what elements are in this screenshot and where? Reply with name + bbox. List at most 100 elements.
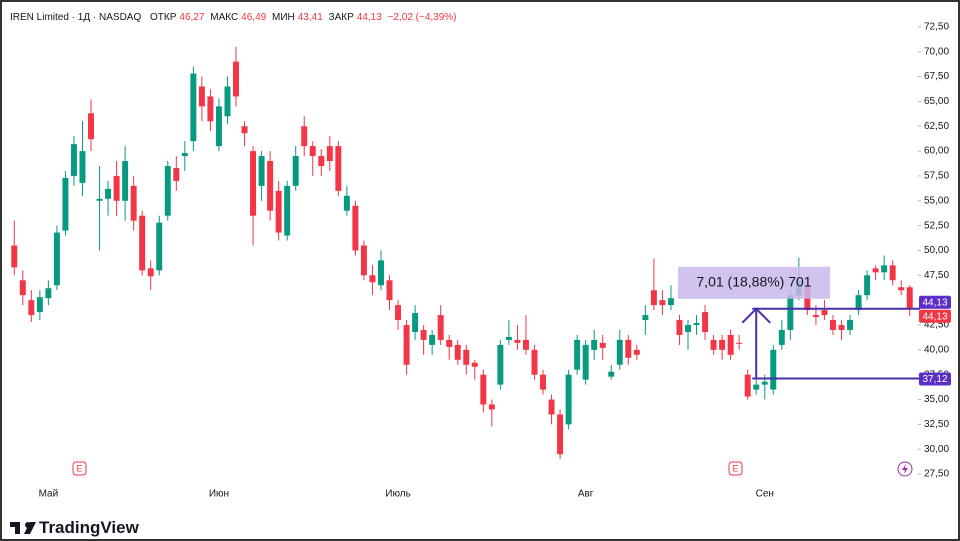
candle-body [770, 349, 777, 390]
event-marker[interactable]: E [728, 461, 743, 476]
y-tick-label: 35,00 [924, 394, 949, 405]
candle-body [429, 334, 436, 345]
candle-body [343, 195, 350, 211]
stat-label: МАКС [210, 12, 239, 23]
y-tick-label: 65,00 [924, 96, 949, 107]
candle-body [821, 310, 828, 316]
candle-body [548, 399, 555, 415]
candle-body [412, 313, 419, 332]
candle-body [241, 126, 248, 134]
candle-body [667, 298, 674, 306]
candle-body [309, 146, 316, 157]
stat-value: 46,49 [241, 12, 267, 23]
candle-body [838, 324, 845, 330]
price-tag [919, 295, 951, 309]
candle-body [28, 300, 35, 316]
price-tag-label: 44,13 [922, 311, 947, 322]
x-tick-label: Авг [578, 489, 594, 500]
candle-body [207, 96, 214, 122]
candle-body [386, 280, 393, 301]
brand-logo[interactable]: TradingView [10, 518, 139, 538]
candle-body [872, 268, 879, 273]
brand-name: TradingView [39, 518, 139, 537]
lightning-icon [902, 464, 908, 474]
candle-body [531, 349, 538, 375]
stat-value: 43,41 [297, 12, 323, 23]
y-tick-label: 32,50 [924, 419, 949, 430]
candle-body [829, 320, 836, 330]
y-tick-label: 67,50 [924, 71, 949, 82]
price-tag [919, 309, 951, 323]
x-tick-label: Май [39, 489, 59, 500]
candle-body [79, 151, 86, 183]
candle-body [275, 190, 282, 233]
candle-body [45, 288, 52, 299]
candle-body [889, 265, 896, 281]
candle-body [420, 329, 427, 340]
dividend-marker[interactable] [897, 461, 913, 477]
candle-body [855, 295, 862, 311]
candle-body [122, 161, 129, 201]
candle-body [505, 336, 512, 340]
candle-body [139, 215, 146, 271]
candle-body [335, 146, 342, 191]
candle-body [582, 344, 589, 380]
candle-body [446, 339, 453, 347]
header: IREN Limited · 1Д · NASDAQ ОТКР 46,27 МАК… [10, 12, 457, 23]
y-tick-label: 47,50 [924, 270, 949, 281]
candle-body [676, 320, 683, 335]
candle-body [11, 245, 18, 268]
candle-body [608, 371, 615, 377]
event-marker[interactable]: E [72, 461, 87, 476]
event-label: E [732, 463, 738, 473]
x-tick-label: Июль [385, 489, 411, 500]
price-tag [919, 372, 951, 386]
candle-body [642, 315, 649, 321]
candle-body [250, 151, 257, 216]
candle-body [36, 297, 43, 313]
x-tick-label: Сен [756, 489, 774, 500]
candle-body [224, 86, 231, 117]
candle-body [215, 106, 222, 147]
candle-body [906, 287, 913, 309]
candle-body [778, 329, 785, 345]
event-label: E [76, 463, 82, 473]
candle-body [753, 384, 760, 390]
event-box [72, 461, 87, 476]
candle-body [761, 381, 768, 385]
candle-body [480, 374, 487, 405]
candle-body [710, 339, 717, 350]
candle-body [284, 185, 291, 236]
y-tick-label: 72,50 [924, 22, 949, 33]
candle-body [53, 232, 60, 286]
candle-body [812, 315, 819, 318]
x-tick-label: Июн [209, 489, 229, 500]
price-tag-label: 37,12 [922, 374, 947, 385]
change: −2,02 (−4,39%) [387, 12, 457, 23]
stat-value: 44,13 [356, 12, 382, 23]
candle-body [292, 156, 299, 186]
price-tag-label: 44,13 [922, 297, 947, 308]
candle-body [659, 300, 666, 306]
stat-label: ЗАКР [328, 12, 354, 23]
y-tick-label: 55,00 [924, 195, 949, 206]
candle-body [650, 290, 657, 306]
candle-body [19, 280, 26, 296]
candle-body [591, 339, 598, 350]
candle-body [326, 146, 333, 162]
stat-label: МИН [271, 12, 295, 23]
candle-body [685, 324, 691, 332]
candle-body [156, 222, 163, 271]
candle-body [173, 167, 180, 181]
candle-body [258, 156, 265, 186]
candle-body [113, 175, 120, 201]
candle-body [233, 61, 239, 97]
candle-body [702, 312, 709, 332]
candle-body [522, 339, 529, 350]
y-tick-label: 62,50 [924, 121, 949, 132]
candle-body [881, 265, 888, 273]
y-tick-label: 30,00 [924, 444, 949, 455]
candle-body [190, 73, 197, 142]
